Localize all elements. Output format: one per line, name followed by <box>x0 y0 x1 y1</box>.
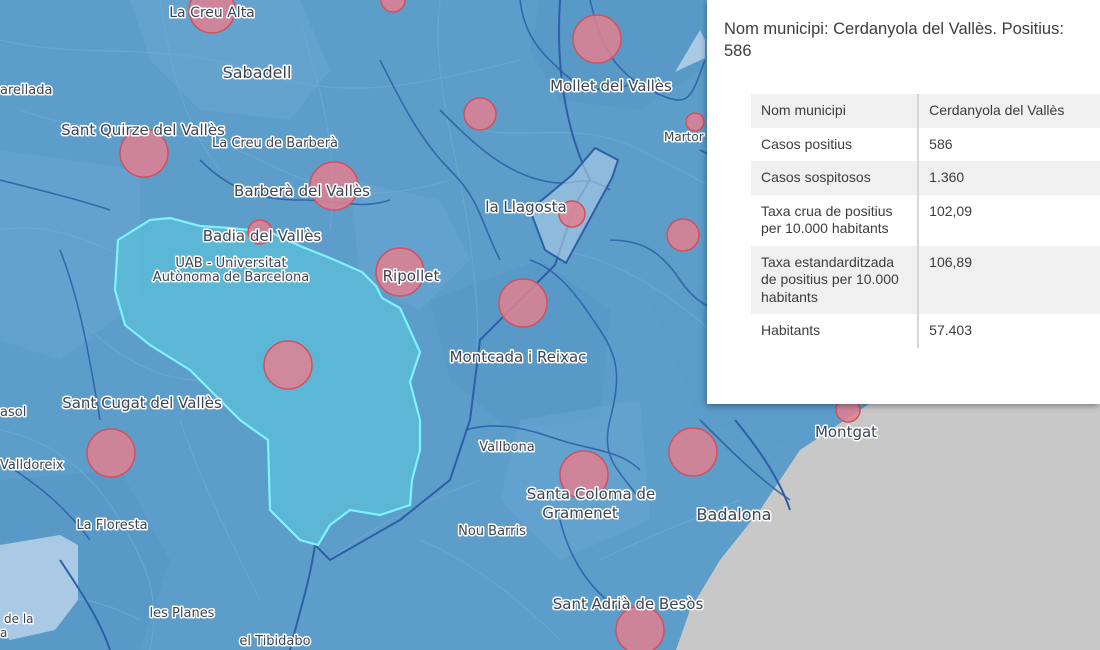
place-label-ripollet: Ripollet <box>383 267 440 285</box>
attribute-key: Casos sospitosos <box>751 161 920 195</box>
positive-cases-bubbles[interactable] <box>86 0 861 650</box>
popup-title: Nom municipi: Cerdanyola del Vallès. Pos… <box>724 20 1064 60</box>
attribute-row: Nom municipi Cerdanyola del Vallès <box>751 94 1100 128</box>
attribute-key: Casos positius <box>751 127 920 161</box>
bubble-east[interactable] <box>666 218 700 252</box>
place-label-de-la-2: a <box>0 626 7 640</box>
attribute-row: Casos positius 586 <box>751 127 1100 161</box>
place-label-sant-quirze: Sant Quirze del Vallès <box>61 121 225 139</box>
attribute-value: 1.360 <box>918 161 1100 195</box>
attribute-value: 106,89 <box>918 245 1100 314</box>
attribute-table: Nom municipi Cerdanyola del Vallès Casos p… <box>751 94 1100 348</box>
place-label-sant-cugat: Sant Cugat del Vallès <box>62 394 222 412</box>
place-label-vallbona: Vallbona <box>479 440 535 455</box>
place-label-asol: asol <box>0 405 26 420</box>
bubble-cerdanyola[interactable] <box>263 340 313 390</box>
place-label-montcada: Montcada i Reixac <box>450 348 587 366</box>
place-label-de-la-1: de la <box>4 612 34 626</box>
major-roads <box>59 0 791 650</box>
place-label-mollet: Mollet del Vallès <box>550 77 672 95</box>
bubble-badia[interactable] <box>247 219 273 245</box>
place-label-santa-coloma-1: Santa Coloma de <box>527 485 655 503</box>
place-label-el-tibidabo: el Tibidabo <box>239 634 310 649</box>
place-label-la-floresta: La Floresta <box>76 518 147 533</box>
park-area-2 <box>675 30 705 72</box>
bubble-santa-coloma[interactable] <box>559 450 609 500</box>
bubble-la-creu-alta[interactable] <box>188 0 236 34</box>
attribute-key: Taxa crua de positius per 10.000 habitan… <box>751 194 920 246</box>
place-label-sabadell: Sabadell <box>223 63 292 82</box>
place-labels: La Creu Alta Sabadell Mollet del Vallès are… <box>0 4 879 650</box>
bubble-sant-cugat[interactable] <box>86 428 136 478</box>
place-label-sant-adria: Sant Adrià de Besòs <box>553 595 704 613</box>
place-label-barbera: Barberà del Vallès <box>234 182 370 200</box>
place-label-uab-1: UAB - Universitat <box>175 256 286 271</box>
bubble-ripollet[interactable] <box>375 247 425 297</box>
park-area <box>0 535 78 640</box>
place-label-valldoreix: Valldoreix <box>0 458 64 473</box>
place-label-santa-coloma-2: Gramenet <box>542 504 618 522</box>
attribute-key: Habitants <box>751 314 920 348</box>
bubble-la-llagosta[interactable] <box>558 200 586 228</box>
place-label-la-creu-alta: La Creu Alta <box>169 5 255 21</box>
attribute-row: Taxa estandarditzada de positius per 10.… <box>751 245 1100 314</box>
place-label-arellada: arellada <box>0 83 52 98</box>
attribute-key: Nom municipi <box>751 94 920 128</box>
attribute-key: Taxa estandarditzada de positius per 10.… <box>751 245 920 314</box>
place-label-les-planes: les Planes <box>150 606 215 621</box>
bubble-north-center[interactable] <box>463 97 497 131</box>
attribute-row: Taxa crua de positius per 10.000 habitan… <box>751 194 1100 246</box>
attribute-value: 57.403 <box>918 314 1100 348</box>
place-label-la-llagosta: la Llagosta <box>485 198 566 216</box>
bubble-montcada[interactable] <box>498 278 548 328</box>
place-label-uab-2: Autònoma de Barcelona <box>153 270 309 285</box>
place-label-badia: Badia del Vallès <box>203 227 322 245</box>
bubble-sant-quirze[interactable] <box>119 128 169 178</box>
bubble-martorelles[interactable] <box>685 112 705 132</box>
bubble-mollet[interactable] <box>572 14 622 64</box>
attribute-value: Cerdanyola del Vallès <box>918 94 1100 128</box>
place-label-badalona: Badalona <box>697 505 772 524</box>
bubble-top-center[interactable] <box>380 0 406 13</box>
place-label-la-creu-barbera: La Creu de Barberà <box>212 136 338 151</box>
bubble-badalona[interactable] <box>668 427 718 477</box>
place-label-montgat: Montgat <box>815 423 877 441</box>
place-label-nou-barris: Nou Barris <box>458 524 526 539</box>
bubble-sant-adria[interactable] <box>615 605 665 650</box>
attribute-row: Habitants 57.403 <box>751 314 1100 348</box>
selected-municipality-cerdanyola[interactable] <box>113 216 422 547</box>
place-label-martorelles: Martor <box>664 130 704 144</box>
bubble-barbera[interactable] <box>309 161 359 211</box>
feature-popup[interactable]: Nom municipi: Cerdanyola del Vallès. Pos… <box>707 0 1100 404</box>
attribute-row: Casos sospitosos 1.360 <box>751 161 1100 195</box>
attribute-value: 102,09 <box>918 194 1100 246</box>
attribute-value: 586 <box>918 127 1100 161</box>
